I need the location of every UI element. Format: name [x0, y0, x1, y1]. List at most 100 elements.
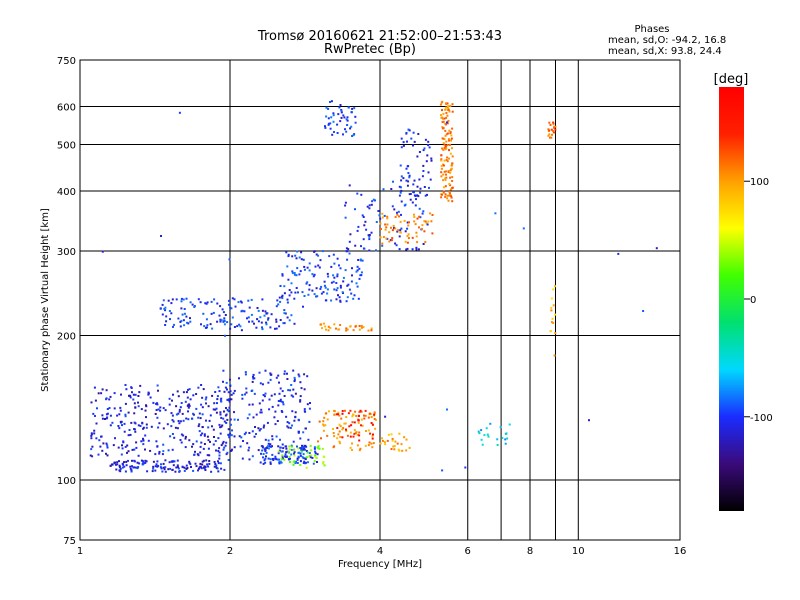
scatter-point — [337, 294, 339, 297]
scatter-point — [382, 236, 385, 238]
scatter-point — [128, 429, 131, 431]
scatter-point — [246, 417, 249, 420]
scatter-point — [409, 193, 412, 195]
scatter-point — [189, 463, 192, 466]
phase-stat-x: mean, sd,X: 93.8, 24.4 — [608, 46, 722, 57]
scatter-point — [339, 324, 342, 326]
scatter-point — [226, 408, 229, 411]
scatter-point — [195, 393, 198, 395]
scatter-point — [295, 274, 298, 277]
scatter-point — [121, 447, 124, 450]
scatter-point — [319, 259, 322, 262]
scatter-point — [178, 470, 181, 473]
scatter-point — [421, 175, 424, 178]
scatter-point — [408, 221, 410, 224]
scatter-point — [350, 111, 353, 114]
scatter-point — [161, 453, 164, 456]
scatter-point — [451, 180, 454, 182]
scatter-point — [442, 179, 445, 182]
scatter-point — [248, 413, 251, 416]
scatter-point — [258, 429, 261, 432]
scatter-point — [351, 421, 354, 424]
scatter-point — [205, 302, 208, 305]
scatter-point — [188, 460, 191, 463]
scatter-point — [445, 170, 448, 173]
scatter-point — [159, 466, 162, 469]
scatter-point — [109, 424, 112, 427]
scatter-point — [273, 393, 276, 396]
scatter-point — [422, 164, 425, 167]
scatter-point — [255, 413, 258, 416]
scatter-point — [410, 137, 413, 140]
scatter-point — [483, 434, 486, 437]
scatter-point — [368, 207, 371, 210]
scatter-point — [283, 370, 286, 373]
scatter-point — [170, 302, 173, 305]
scatter-point — [306, 266, 309, 269]
scatter-point — [261, 449, 264, 452]
scatter-point — [198, 430, 201, 433]
scatter-point — [213, 402, 216, 405]
scatter-point — [301, 291, 304, 294]
scatter-point — [292, 388, 295, 391]
scatter-point — [219, 413, 222, 416]
scatter-point — [302, 258, 305, 261]
scatter-point — [363, 224, 366, 227]
scatter-point — [367, 444, 370, 447]
scatter-point — [449, 188, 452, 191]
scatter-point — [176, 459, 179, 462]
scatter-point — [145, 426, 148, 429]
scatter-point — [287, 278, 290, 281]
scatter-point — [279, 387, 282, 390]
scatter-point — [281, 294, 284, 297]
scatter-point — [339, 284, 342, 287]
scatter-point — [430, 157, 433, 160]
scatter-point — [157, 408, 160, 411]
scatter-point — [218, 390, 221, 393]
scatter-point — [362, 238, 365, 241]
scatter-point — [383, 214, 386, 217]
scatter-point — [279, 398, 282, 401]
scatter-point — [398, 215, 401, 218]
scatter-point — [444, 134, 447, 137]
scatter-point — [356, 444, 359, 447]
scatter-point — [350, 292, 353, 295]
scatter-point — [289, 426, 292, 429]
scatter-point — [270, 394, 273, 397]
scatter-point — [206, 454, 209, 457]
scatter-point — [287, 458, 290, 461]
scatter-point — [161, 470, 164, 473]
scatter-point — [324, 299, 327, 302]
scatter-point — [370, 203, 373, 206]
scatter-point — [400, 200, 403, 203]
scatter-point — [183, 312, 186, 315]
scatter-point — [317, 440, 319, 443]
scatter-point — [351, 442, 353, 445]
scatter-point — [364, 414, 367, 417]
scatter-point — [387, 433, 390, 436]
scatter-point — [299, 399, 302, 402]
scatter-point — [281, 455, 284, 458]
scatter-point — [147, 439, 150, 442]
colorbar — [719, 87, 744, 511]
scatter-point — [441, 469, 444, 472]
scatter-point — [263, 459, 266, 462]
x-axis-ticks: 1 2 4 6 8 10 16 — [77, 546, 687, 557]
scatter-point — [305, 466, 308, 469]
scatter-point — [448, 149, 450, 152]
scatter-point — [280, 458, 283, 461]
scatter-point — [552, 131, 555, 134]
scatter-point — [278, 458, 280, 461]
scatter-point — [313, 293, 316, 296]
scatter-point — [552, 130, 555, 132]
scatter-point — [93, 432, 96, 435]
scatter-point — [442, 148, 445, 151]
scatter-point — [208, 460, 211, 462]
scatter-point — [356, 285, 359, 288]
scatter-point — [282, 322, 285, 325]
scatter-point — [338, 423, 341, 426]
scatter-point — [330, 116, 333, 119]
scatter-point — [308, 269, 311, 272]
scatter-point — [154, 453, 157, 456]
scatter-point — [370, 329, 373, 332]
